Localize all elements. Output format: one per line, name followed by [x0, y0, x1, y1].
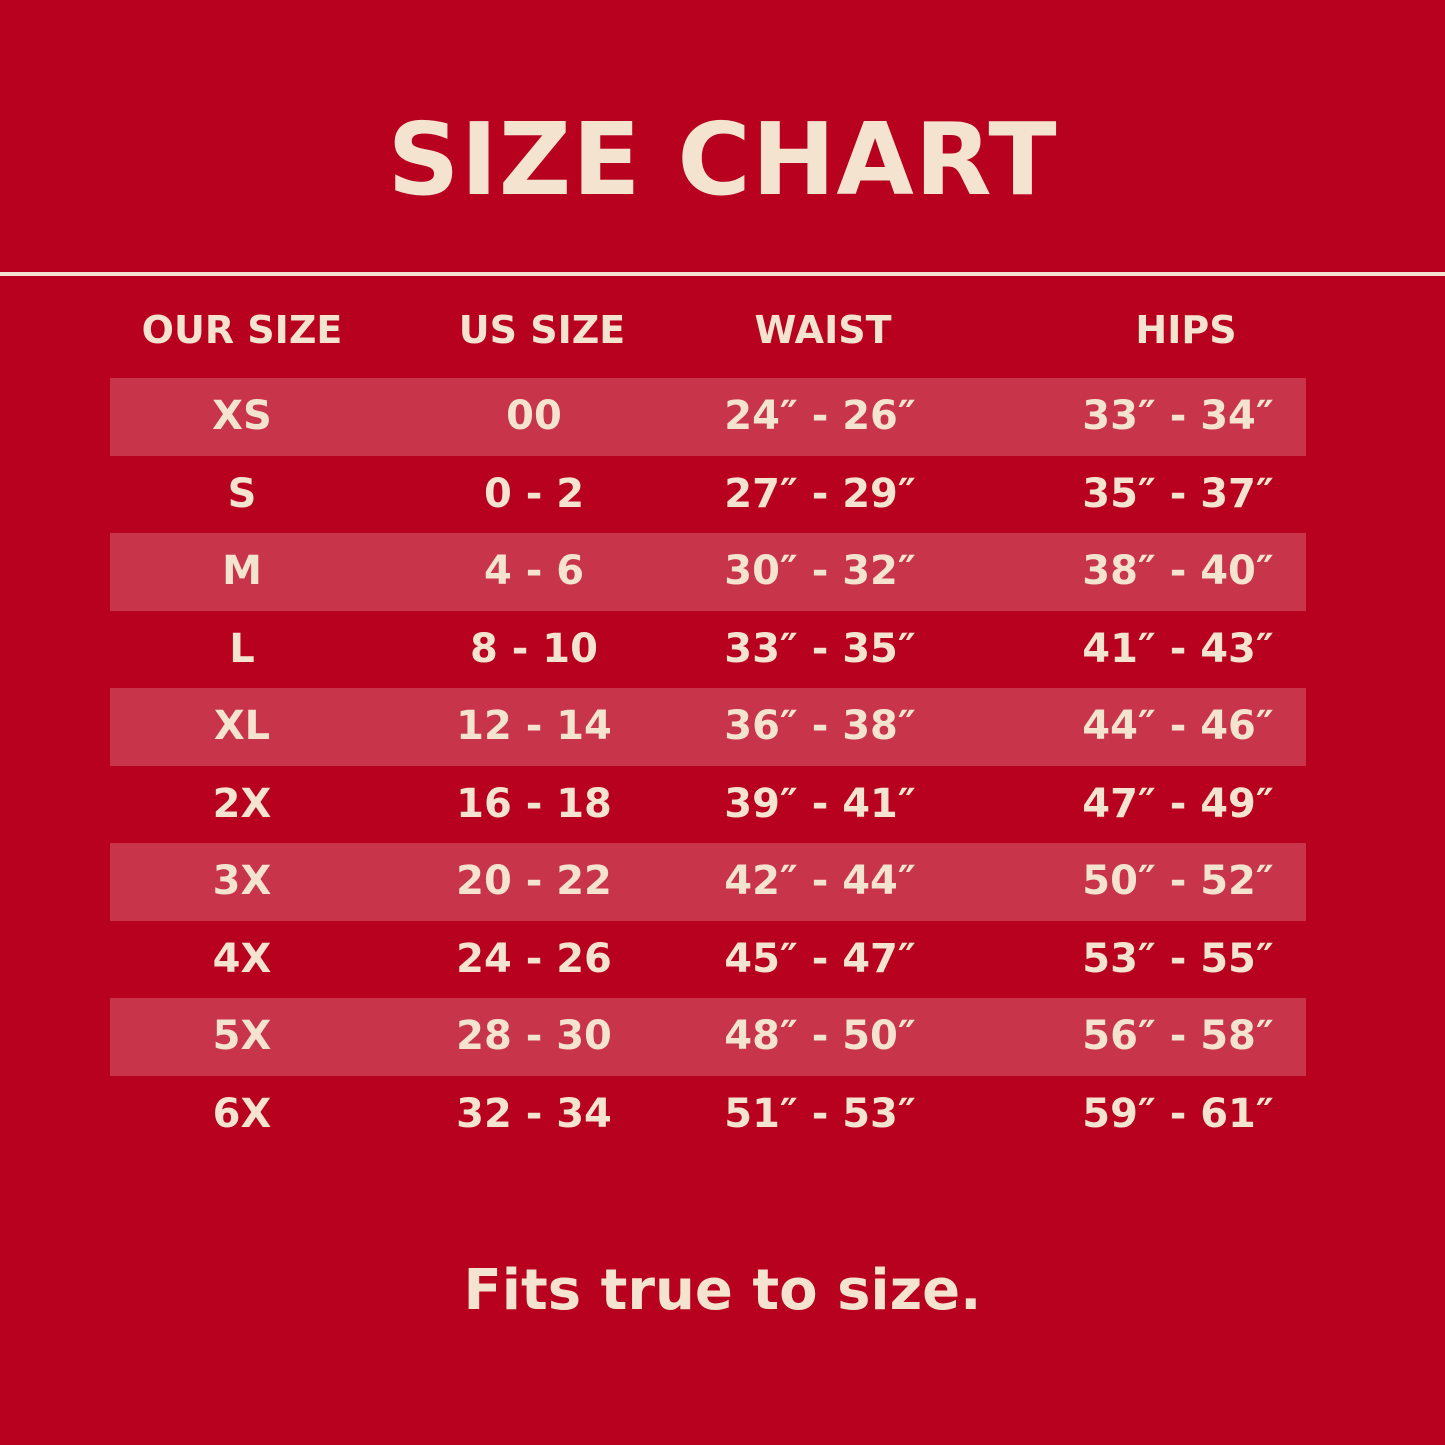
cell-our-size: 6X — [212, 1090, 272, 1137]
table-row: 3X 20 - 22 42″ - 44″ 50″ - 52″ — [110, 843, 1306, 921]
cell-us-size: 00 — [506, 393, 562, 439]
cell-hips: 47″ - 49″ — [1082, 780, 1274, 827]
cell-our-size: 5X — [212, 1013, 272, 1059]
cell-us-size: 24 - 26 — [456, 935, 612, 982]
cell-us-size: 28 - 30 — [456, 1013, 612, 1059]
cell-us-size: 20 - 22 — [456, 858, 612, 904]
table-row: 2X 16 - 18 39″ - 41″ 47″ - 49″ — [110, 766, 1306, 844]
cell-our-size: 3X — [212, 858, 272, 904]
cell-waist: 33″ - 35″ — [724, 625, 916, 672]
table-row: 6X 32 - 34 51″ - 53″ 59″ - 61″ — [110, 1076, 1306, 1154]
cell-us-size: 4 - 6 — [483, 548, 585, 594]
divider — [0, 272, 1445, 276]
cell-waist: 36″ - 38″ — [724, 703, 916, 749]
page-title: SIZE CHART — [387, 101, 1058, 218]
cell-hips: 33″ - 34″ — [1082, 393, 1274, 439]
header-our-size: OUR SIZE — [141, 308, 343, 352]
table-row: S 0 - 2 27″ - 29″ 35″ - 37″ — [110, 456, 1306, 534]
table-row: L 8 - 10 33″ - 35″ 41″ - 43″ — [110, 611, 1306, 689]
header-waist: WAIST — [754, 308, 892, 352]
table-row: 5X 28 - 30 48″ - 50″ 56″ - 58″ — [110, 998, 1306, 1076]
cell-our-size: L — [229, 625, 255, 672]
header-hips: HIPS — [1135, 308, 1237, 352]
cell-waist: 48″ - 50″ — [724, 1013, 916, 1059]
cell-hips: 59″ - 61″ — [1082, 1090, 1274, 1137]
cell-hips: 35″ - 37″ — [1082, 470, 1274, 517]
cell-us-size: 8 - 10 — [470, 625, 598, 672]
cell-hips: 50″ - 52″ — [1082, 858, 1274, 904]
cell-hips: 38″ - 40″ — [1082, 548, 1274, 594]
cell-us-size: 16 - 18 — [456, 780, 612, 827]
cell-our-size: S — [227, 470, 257, 517]
fit-note: Fits true to size. — [463, 1258, 982, 1323]
cell-hips: 41″ - 43″ — [1082, 625, 1274, 672]
cell-our-size: XS — [212, 393, 272, 439]
cell-waist: 42″ - 44″ — [724, 858, 916, 904]
table-row: 4X 24 - 26 45″ - 47″ 53″ - 55″ — [110, 921, 1306, 999]
header-us-size: US SIZE — [458, 308, 626, 352]
cell-waist: 30″ - 32″ — [724, 548, 916, 594]
cell-our-size: 4X — [212, 935, 272, 982]
cell-waist: 24″ - 26″ — [724, 393, 916, 439]
cell-waist: 27″ - 29″ — [724, 470, 916, 517]
cell-waist: 45″ - 47″ — [724, 935, 916, 982]
cell-our-size: 2X — [212, 780, 272, 827]
cell-waist: 51″ - 53″ — [724, 1090, 916, 1137]
cell-us-size: 0 - 2 — [483, 470, 585, 517]
cell-hips: 53″ - 55″ — [1082, 935, 1274, 982]
cell-hips: 44″ - 46″ — [1082, 703, 1274, 749]
cell-hips: 56″ - 58″ — [1082, 1013, 1274, 1059]
table-row: M 4 - 6 30″ - 32″ 38″ - 40″ — [110, 533, 1306, 611]
cell-us-size: 12 - 14 — [456, 703, 612, 749]
cell-our-size: XL — [213, 703, 271, 749]
cell-our-size: M — [222, 548, 262, 594]
table-row: XL 12 - 14 36″ - 38″ 44″ - 46″ — [110, 688, 1306, 766]
table-row: XS 00 24″ - 26″ 33″ - 34″ — [110, 378, 1306, 456]
cell-us-size: 32 - 34 — [456, 1090, 612, 1137]
cell-waist: 39″ - 41″ — [724, 780, 916, 827]
